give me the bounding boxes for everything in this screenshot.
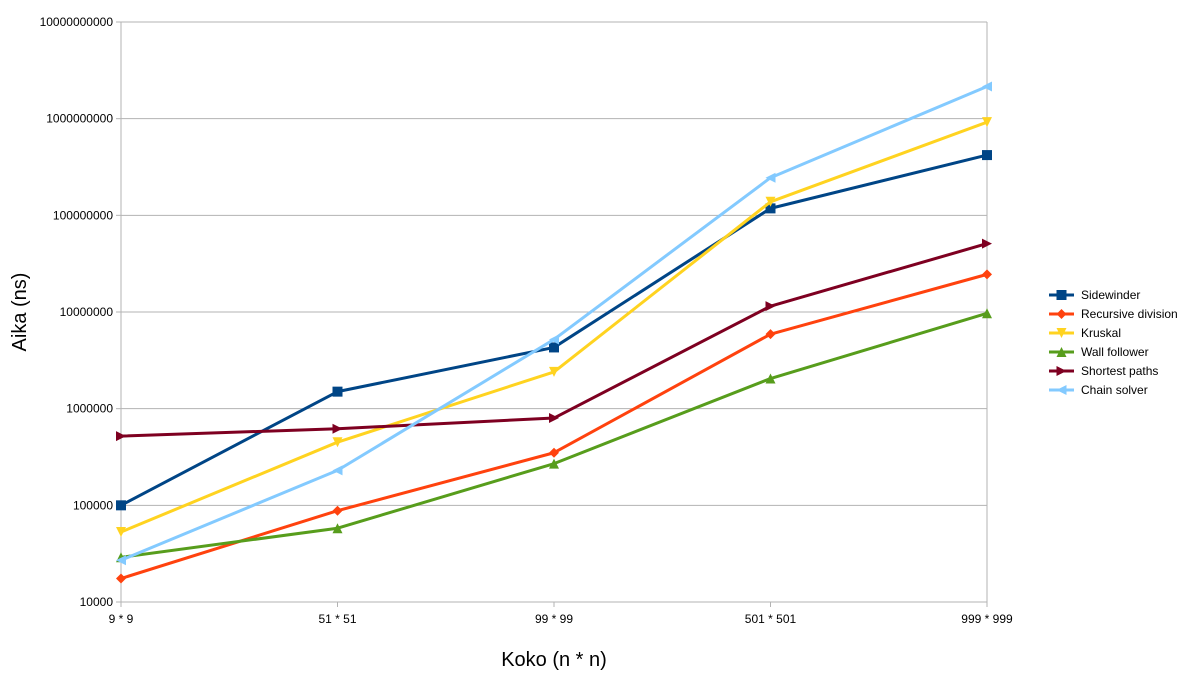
series-sidewinder (116, 150, 992, 511)
legend-item-kruskal: Kruskal (1049, 326, 1121, 340)
data-point-sidewinder (332, 386, 343, 397)
data-point-sidewinder (982, 150, 992, 161)
data-point-shortest-paths (332, 423, 343, 434)
data-point-kruskal (332, 437, 343, 448)
legend-marker (1056, 328, 1067, 338)
y-tick-label: 100000 (73, 498, 113, 512)
data-point-wall-follower (332, 523, 343, 534)
series-chain-solver (116, 81, 992, 566)
legend-label: Shortest paths (1081, 364, 1158, 378)
data-point-recursive-division (549, 447, 559, 458)
y-tick-label: 100000000 (53, 208, 113, 222)
x-tick-label: 999 * 999 (961, 612, 1013, 626)
data-point-wall-follower (765, 373, 776, 384)
y-tick-label: 1000000 (66, 402, 113, 416)
data-point-sidewinder (765, 203, 776, 214)
x-axis-ticks: 9 * 9 51 * 51 99 * 99 501 * 501 999 * 999 (109, 602, 1013, 626)
data-point-kruskal (982, 117, 992, 128)
legend-label: Kruskal (1081, 326, 1121, 340)
data-point-wall-follower (549, 458, 559, 469)
legend-label: Wall follower (1081, 345, 1149, 359)
legend-marker (1056, 366, 1067, 376)
x-tick-label: 9 * 9 (109, 612, 134, 626)
y-tick-label: 10000 (80, 595, 114, 609)
legend-marker (1056, 347, 1067, 357)
series-lines (116, 81, 992, 584)
data-point-chain-solver (765, 172, 776, 183)
data-point-chain-solver (116, 555, 126, 566)
data-point-chain-solver (332, 465, 343, 476)
series-line-chain-solver (120, 85, 988, 562)
data-point-chain-solver (549, 334, 559, 345)
series-line-kruskal (120, 120, 988, 534)
series-recursive-division (116, 269, 992, 584)
data-point-shortest-paths (982, 238, 992, 249)
legend: Sidewinder Recursive division Kruskal Wall … (1049, 288, 1178, 397)
series-shortest-paths (116, 238, 992, 442)
data-point-recursive-division (116, 573, 126, 584)
legend-marker (1056, 385, 1067, 395)
data-point-sidewinder (116, 500, 126, 511)
legend-item-sidewinder: Sidewinder (1049, 288, 1140, 302)
x-axis-title: Koko (n * n) (501, 649, 607, 671)
data-point-shortest-paths (116, 431, 126, 442)
y-axis-title: Aika (ns) (9, 273, 31, 352)
gridlines (116, 21, 988, 603)
legend-item-chain-solver: Chain solver (1049, 383, 1148, 397)
data-point-wall-follower (982, 308, 992, 319)
data-point-sidewinder (549, 342, 559, 353)
series-kruskal (116, 117, 992, 537)
legend-label: Sidewinder (1081, 288, 1140, 302)
y-axis-ticks: 10000 100000 1000000 10000000 100000000 10000… (40, 15, 114, 609)
data-point-shortest-paths (549, 413, 559, 424)
data-point-chain-solver (982, 81, 992, 92)
y-tick-label: 10000000 (60, 305, 114, 319)
legend-item-wall-follower: Wall follower (1049, 345, 1149, 359)
data-point-shortest-paths (765, 301, 776, 312)
data-point-kruskal (116, 526, 126, 537)
legend-label: Chain solver (1081, 383, 1148, 397)
legend-item-recursive-division: Recursive division (1049, 307, 1178, 321)
legend-label: Recursive division (1081, 307, 1178, 321)
x-tick-label: 51 * 51 (318, 612, 356, 626)
legend-item-shortest-paths: Shortest paths (1049, 364, 1158, 378)
x-tick-label: 99 * 99 (535, 612, 573, 626)
y-tick-label: 1000000000 (46, 112, 113, 126)
legend-marker (1056, 290, 1067, 300)
legend-marker (1056, 309, 1067, 319)
series-line-recursive-division (120, 272, 988, 580)
data-point-recursive-division (332, 505, 343, 516)
y-tick-label: 10000000000 (40, 15, 114, 29)
data-point-recursive-division (982, 269, 992, 280)
data-point-kruskal (549, 366, 559, 377)
data-point-kruskal (765, 196, 776, 207)
data-point-recursive-division (765, 329, 776, 340)
x-tick-label: 501 * 501 (745, 612, 797, 626)
